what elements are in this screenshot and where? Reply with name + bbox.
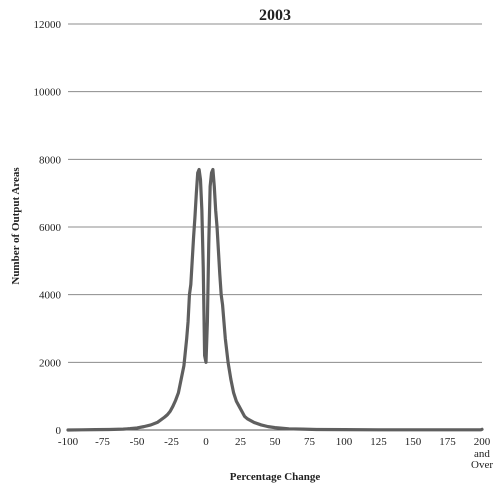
grid-lines xyxy=(68,23,482,363)
y-tick-label: 0 xyxy=(56,425,62,437)
y-tick-label: 2000 xyxy=(39,357,62,369)
x-tick-label-extra: and xyxy=(474,448,490,460)
series-layer xyxy=(66,167,484,432)
x-tick-label: -75 xyxy=(95,436,110,448)
x-tick-label: -100 xyxy=(58,436,79,448)
x-tick-label: 25 xyxy=(235,436,247,448)
y-tick-label: 4000 xyxy=(39,290,62,302)
x-tick-label: 75 xyxy=(304,436,316,448)
x-tick-label: 200 xyxy=(474,436,491,448)
x-tick-label: 100 xyxy=(336,436,353,448)
x-tick-label: 0 xyxy=(203,436,209,448)
x-tick-label: -25 xyxy=(164,436,179,448)
y-axis-title: Number of Output Areas xyxy=(10,167,22,285)
x-tick-label: 125 xyxy=(370,436,387,448)
series-line-0 xyxy=(66,167,484,432)
x-tick-label-extra: Over xyxy=(471,459,493,471)
x-tick-label: 50 xyxy=(270,436,282,448)
y-tick-label: 6000 xyxy=(39,222,62,234)
x-axis-title: Percentage Change xyxy=(230,471,321,483)
x-tick-label: 150 xyxy=(405,436,422,448)
y-tick-label: 12000 xyxy=(34,19,62,31)
y-tick-label: 8000 xyxy=(39,154,62,166)
chart-title: 2003 xyxy=(259,7,291,24)
x-tick-label: -50 xyxy=(130,436,145,448)
y-tick-label: 10000 xyxy=(34,87,62,99)
x-tick-label: 175 xyxy=(439,436,456,448)
